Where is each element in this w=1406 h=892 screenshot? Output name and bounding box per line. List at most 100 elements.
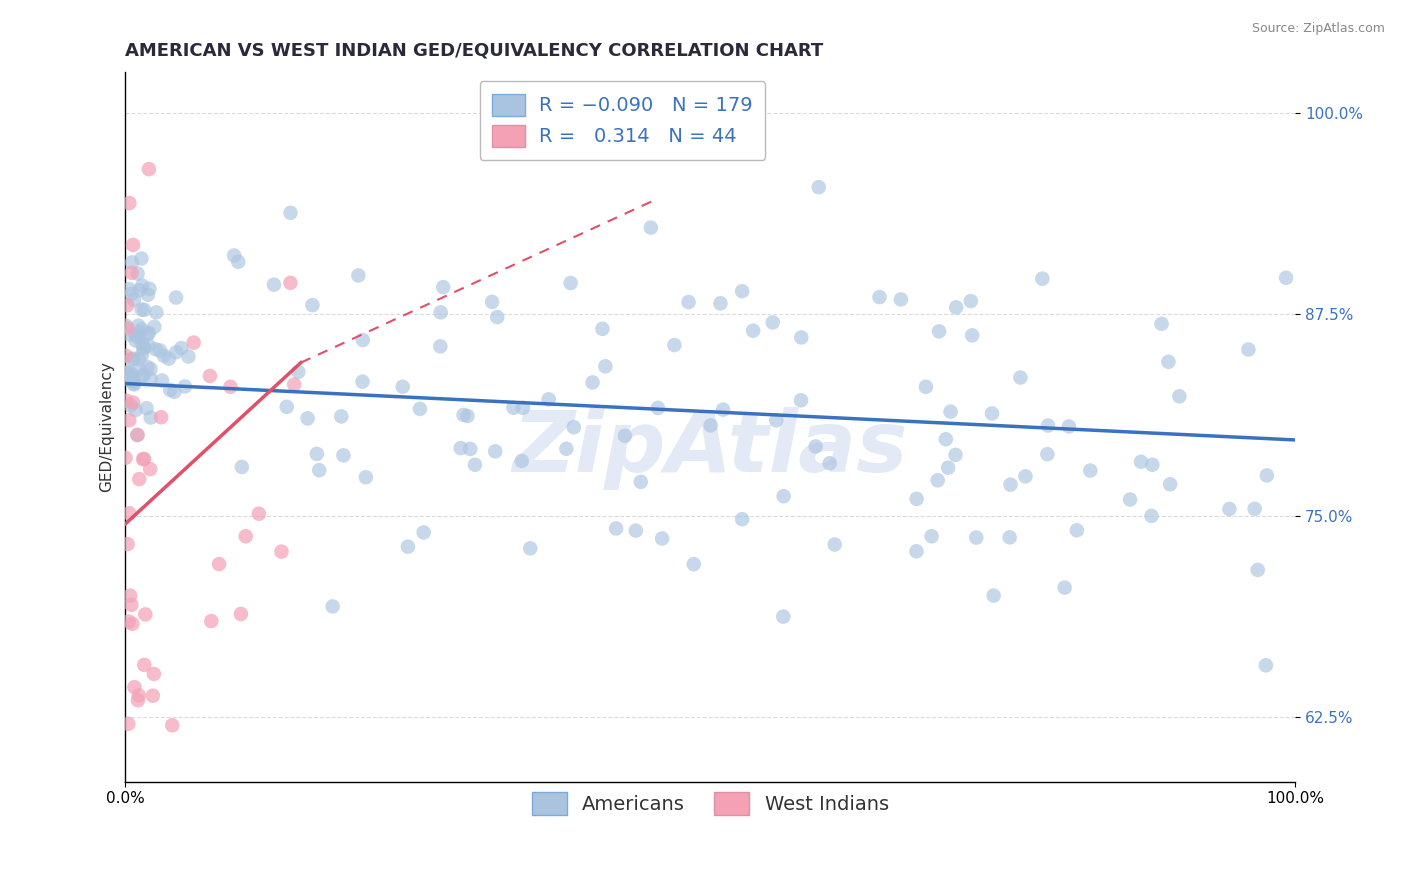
Point bbox=[664, 338, 686, 352]
Point bbox=[412, 525, 434, 540]
Point bbox=[136, 359, 159, 374]
Point bbox=[1031, 271, 1053, 285]
Point bbox=[224, 248, 246, 262]
Point bbox=[276, 400, 298, 414]
Point bbox=[928, 324, 950, 338]
Point bbox=[134, 607, 156, 622]
Point bbox=[198, 368, 221, 383]
Point bbox=[486, 310, 509, 325]
Point bbox=[117, 298, 139, 312]
Point bbox=[122, 238, 145, 252]
Point bbox=[905, 544, 928, 558]
Point bbox=[711, 402, 734, 417]
Point bbox=[981, 407, 1004, 421]
Y-axis label: GED/Equivalency: GED/Equivalency bbox=[100, 361, 114, 492]
Point bbox=[581, 376, 603, 390]
Point bbox=[136, 327, 159, 342]
Point bbox=[128, 472, 150, 486]
Point bbox=[409, 401, 432, 416]
Point bbox=[945, 448, 967, 462]
Point bbox=[280, 276, 302, 290]
Point bbox=[824, 537, 846, 551]
Point bbox=[1157, 355, 1180, 369]
Point bbox=[927, 473, 949, 487]
Point bbox=[1066, 524, 1088, 538]
Point bbox=[229, 607, 252, 621]
Point bbox=[1243, 501, 1265, 516]
Point bbox=[118, 196, 141, 211]
Point bbox=[731, 284, 754, 298]
Point bbox=[247, 507, 270, 521]
Point bbox=[121, 368, 143, 383]
Point bbox=[122, 293, 145, 307]
Point bbox=[450, 441, 472, 455]
Point bbox=[772, 609, 794, 624]
Point bbox=[157, 351, 180, 366]
Point bbox=[124, 403, 146, 417]
Point bbox=[131, 337, 153, 351]
Point bbox=[510, 454, 533, 468]
Point bbox=[117, 716, 139, 731]
Point bbox=[134, 302, 156, 317]
Point bbox=[1130, 455, 1153, 469]
Point bbox=[959, 294, 981, 309]
Point bbox=[122, 377, 145, 392]
Point bbox=[115, 366, 138, 380]
Point bbox=[139, 371, 162, 385]
Point bbox=[1140, 508, 1163, 523]
Point bbox=[177, 350, 200, 364]
Point bbox=[512, 401, 534, 415]
Point bbox=[519, 541, 541, 556]
Point bbox=[150, 410, 173, 425]
Point bbox=[134, 657, 156, 672]
Point bbox=[818, 456, 841, 470]
Point bbox=[231, 459, 253, 474]
Point bbox=[142, 689, 165, 703]
Point bbox=[150, 374, 173, 388]
Point bbox=[135, 401, 157, 416]
Point bbox=[128, 689, 150, 703]
Point bbox=[127, 428, 149, 442]
Point bbox=[143, 319, 166, 334]
Point bbox=[132, 452, 155, 467]
Point bbox=[173, 379, 195, 393]
Point bbox=[1119, 492, 1142, 507]
Point bbox=[139, 462, 162, 476]
Point bbox=[200, 614, 222, 628]
Point bbox=[139, 410, 162, 425]
Point bbox=[115, 318, 138, 333]
Point bbox=[595, 359, 617, 374]
Point bbox=[145, 343, 167, 357]
Point bbox=[453, 408, 475, 422]
Point bbox=[613, 429, 636, 443]
Point bbox=[1014, 469, 1036, 483]
Point bbox=[965, 531, 987, 545]
Point bbox=[1237, 343, 1260, 357]
Text: ZipAtlas: ZipAtlas bbox=[513, 407, 908, 490]
Point bbox=[869, 290, 891, 304]
Point bbox=[128, 362, 150, 376]
Point bbox=[605, 521, 627, 535]
Point bbox=[132, 368, 155, 382]
Point bbox=[332, 448, 354, 462]
Point bbox=[118, 615, 141, 629]
Point bbox=[138, 338, 160, 352]
Point bbox=[270, 544, 292, 558]
Point bbox=[114, 450, 136, 465]
Point bbox=[117, 537, 139, 551]
Point bbox=[131, 322, 153, 336]
Point bbox=[772, 489, 794, 503]
Point bbox=[115, 349, 138, 363]
Point bbox=[263, 277, 285, 292]
Point bbox=[145, 305, 167, 319]
Point bbox=[624, 524, 647, 538]
Point bbox=[464, 458, 486, 472]
Point bbox=[765, 413, 787, 427]
Point bbox=[122, 351, 145, 366]
Point bbox=[121, 352, 143, 367]
Point bbox=[352, 333, 374, 347]
Point bbox=[308, 463, 330, 477]
Point bbox=[131, 368, 153, 383]
Point bbox=[127, 267, 149, 281]
Point bbox=[790, 393, 813, 408]
